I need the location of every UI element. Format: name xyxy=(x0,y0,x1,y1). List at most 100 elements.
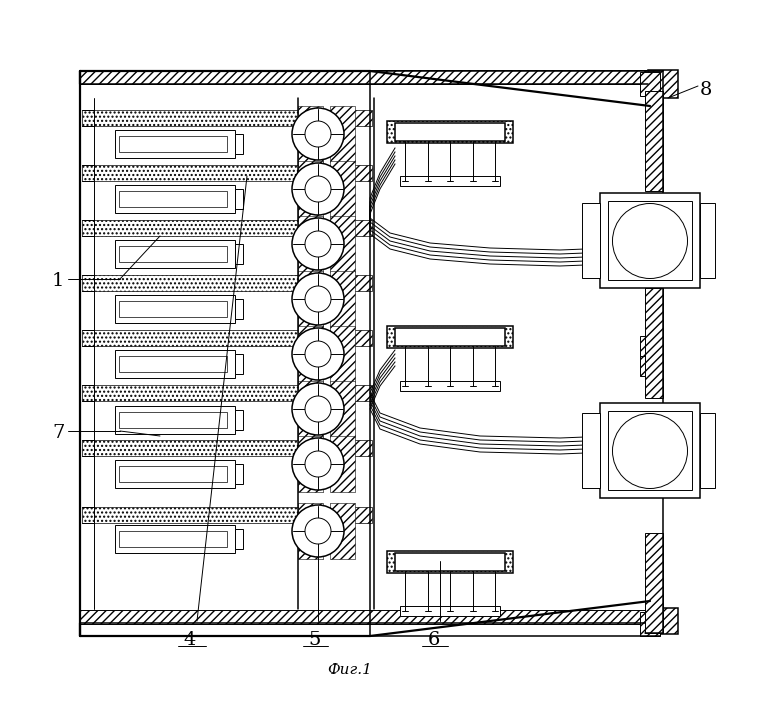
Bar xyxy=(640,72,660,96)
Ellipse shape xyxy=(305,286,331,312)
Ellipse shape xyxy=(612,203,687,279)
Bar xyxy=(330,106,355,162)
Bar xyxy=(330,161,355,217)
Bar xyxy=(640,612,660,636)
Ellipse shape xyxy=(305,451,331,477)
Text: 4: 4 xyxy=(183,631,195,649)
Bar xyxy=(298,381,323,437)
Bar xyxy=(115,350,235,378)
Bar xyxy=(80,70,648,84)
Bar xyxy=(302,440,372,456)
Bar xyxy=(700,203,715,278)
Bar xyxy=(324,165,340,181)
Ellipse shape xyxy=(305,176,331,202)
Bar xyxy=(302,275,372,291)
Bar xyxy=(115,460,235,488)
Bar xyxy=(298,106,323,162)
Bar xyxy=(235,410,243,430)
Bar xyxy=(648,608,678,634)
Bar xyxy=(119,136,227,152)
Bar xyxy=(302,385,372,401)
Bar xyxy=(330,216,355,272)
Ellipse shape xyxy=(305,341,331,367)
Bar xyxy=(82,220,324,236)
Bar xyxy=(302,110,372,126)
Bar xyxy=(395,123,505,141)
Bar xyxy=(298,161,323,217)
Bar xyxy=(119,246,227,262)
Bar xyxy=(235,244,243,264)
Text: 6: 6 xyxy=(428,631,441,649)
Ellipse shape xyxy=(292,273,344,325)
Bar xyxy=(235,189,243,209)
Text: 7: 7 xyxy=(52,424,65,442)
Bar xyxy=(582,413,600,488)
Ellipse shape xyxy=(305,518,331,544)
Ellipse shape xyxy=(292,218,344,270)
Bar xyxy=(235,464,243,484)
Bar xyxy=(600,193,700,288)
Bar xyxy=(119,531,227,547)
Bar xyxy=(582,203,600,278)
Bar xyxy=(82,110,324,126)
Bar xyxy=(645,91,663,191)
Bar xyxy=(395,553,505,571)
Ellipse shape xyxy=(305,396,331,422)
Bar xyxy=(645,288,663,398)
Bar xyxy=(119,191,227,207)
Ellipse shape xyxy=(292,438,344,490)
Bar xyxy=(387,121,513,143)
Bar xyxy=(648,70,678,98)
Bar xyxy=(324,440,340,456)
Bar xyxy=(640,356,660,376)
Bar xyxy=(235,529,243,549)
Bar xyxy=(82,330,324,346)
Bar xyxy=(298,326,323,382)
Bar xyxy=(400,381,500,391)
Bar xyxy=(302,220,372,236)
Bar xyxy=(80,610,648,624)
Ellipse shape xyxy=(292,505,344,557)
Ellipse shape xyxy=(292,163,344,215)
Text: 8: 8 xyxy=(700,81,712,99)
Bar xyxy=(645,533,663,633)
Bar xyxy=(640,336,660,356)
Bar xyxy=(115,130,235,158)
Bar xyxy=(82,385,324,401)
Bar xyxy=(119,301,227,317)
Text: 1: 1 xyxy=(52,272,65,290)
Bar xyxy=(608,201,692,280)
Bar xyxy=(119,412,227,428)
Bar xyxy=(324,220,340,236)
Ellipse shape xyxy=(292,328,344,380)
Bar xyxy=(395,328,505,346)
Bar xyxy=(302,330,372,346)
Bar xyxy=(235,299,243,319)
Bar xyxy=(82,165,324,181)
Bar xyxy=(82,440,324,456)
Bar xyxy=(119,466,227,482)
Bar xyxy=(298,503,323,559)
Bar xyxy=(387,326,513,348)
Bar xyxy=(600,403,700,498)
Bar xyxy=(700,413,715,488)
Ellipse shape xyxy=(292,383,344,435)
Bar xyxy=(115,240,235,268)
Bar xyxy=(115,295,235,323)
Bar xyxy=(608,411,692,490)
Bar xyxy=(119,356,227,372)
Bar xyxy=(324,385,340,401)
Bar xyxy=(330,271,355,327)
Bar xyxy=(330,326,355,382)
Bar xyxy=(235,134,243,154)
Bar xyxy=(324,330,340,346)
Ellipse shape xyxy=(612,414,687,488)
Bar xyxy=(330,381,355,437)
Bar xyxy=(400,176,500,186)
Ellipse shape xyxy=(292,108,344,160)
Bar xyxy=(82,275,324,291)
Bar xyxy=(302,165,372,181)
Text: Фиг.1: Фиг.1 xyxy=(328,663,372,677)
Bar xyxy=(302,507,372,523)
Bar xyxy=(115,525,235,553)
